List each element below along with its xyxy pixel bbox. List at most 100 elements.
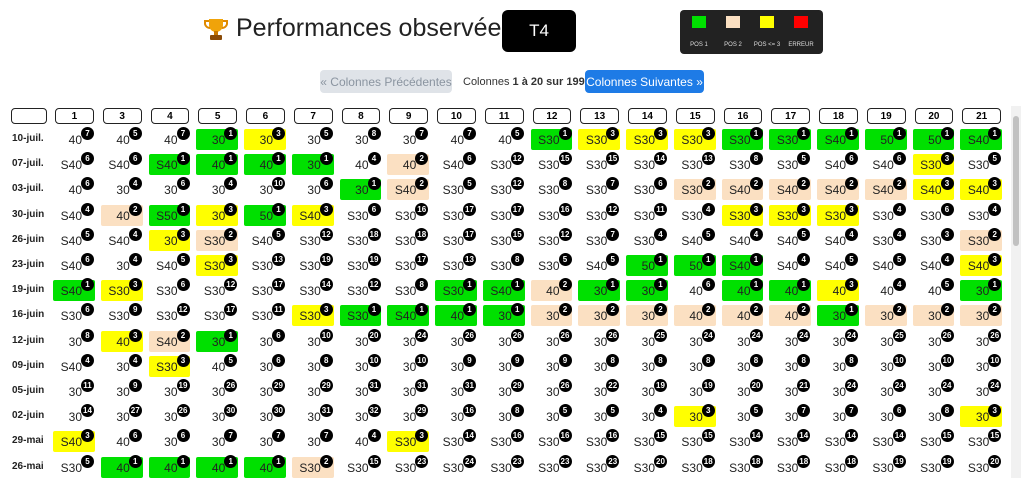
cell-value: 30	[402, 359, 417, 374]
rank-badge: 2	[845, 177, 858, 191]
rank-badge: 14	[81, 404, 94, 418]
cell-value: S40	[824, 259, 846, 273]
rank-badge: 5	[224, 353, 238, 367]
rank-badge: 4	[128, 227, 142, 241]
rank-badge: 3	[224, 253, 238, 266]
cell-value: 30	[641, 334, 655, 349]
rank-badge: 24	[988, 379, 1002, 392]
rank-badge: 19	[940, 454, 954, 468]
rank-badge: 26	[224, 379, 238, 392]
rank-badge: 7	[176, 127, 190, 140]
rank-badge: 1	[606, 278, 620, 292]
cell-value: 30	[498, 359, 512, 374]
rank-badge: 1	[415, 303, 429, 317]
cell-value: S40	[585, 259, 608, 273]
cell-value: S30	[776, 133, 799, 147]
cell-value: 30	[211, 385, 226, 399]
cell-value: 30	[402, 133, 417, 147]
rank-badge: 8	[749, 152, 763, 166]
cell-value: 30	[402, 334, 417, 349]
rank-badge: 6	[81, 303, 94, 317]
cell-value: 30	[641, 410, 655, 425]
cell-value: 30	[641, 309, 655, 324]
rank-badge: 14	[892, 429, 906, 443]
rank-badge: 30	[224, 404, 238, 418]
rank-badge: 5	[128, 127, 142, 140]
rank-badge: 16	[558, 429, 572, 443]
prev-columns-button[interactable]: « Colonnes Précédentes	[320, 70, 452, 93]
cell-value: 40	[259, 460, 273, 475]
rank-badge: 17	[272, 278, 285, 292]
column-header: 15	[675, 108, 715, 124]
rank-badge: 4	[128, 253, 142, 266]
rank-badge: 16	[415, 202, 429, 216]
cell-value: 30	[975, 284, 990, 299]
cell-value: S30	[394, 284, 417, 299]
cell-value: S30	[681, 183, 703, 198]
cell-value: S30	[347, 460, 369, 475]
column-header: 11	[484, 108, 524, 124]
rank-badge: 2	[797, 303, 811, 317]
rank-badge: 31	[463, 379, 476, 392]
row-date: 03-juil.	[12, 183, 44, 195]
cell-value: 30	[116, 385, 130, 399]
rank-badge: 31	[415, 379, 429, 392]
legend-item: POS 1	[682, 16, 716, 51]
rank-badge: 1	[510, 278, 524, 292]
rank-badge: 6	[654, 177, 667, 191]
rank-badge: 31	[367, 379, 381, 392]
column-header: 4	[150, 108, 190, 124]
rank-badge: 29	[319, 379, 333, 392]
rank-badge: 8	[558, 177, 572, 191]
cell-value: S30	[203, 309, 226, 324]
cell-value: S30	[347, 309, 369, 324]
cell-value: 40	[880, 284, 894, 299]
rank-badge: 6	[701, 278, 715, 292]
cell-value: 30	[259, 435, 273, 450]
rank-badge: 11	[654, 202, 667, 216]
cell-value: S40	[776, 233, 799, 248]
rank-badge: 3	[940, 152, 954, 166]
rank-badge: 6	[81, 152, 94, 166]
cell-value: 30	[68, 410, 82, 425]
cell-value: S30	[920, 435, 942, 450]
next-columns-button[interactable]: Colonnes Suivantes »	[585, 70, 704, 93]
rank-badge: 2	[892, 303, 906, 317]
column-header: 18	[819, 108, 858, 124]
cell-value: S40	[824, 233, 846, 248]
rank-badge: 1	[749, 253, 763, 266]
cell-value: 30	[116, 183, 130, 198]
cell-value: S30	[776, 435, 799, 450]
legend-label: POS 1	[690, 42, 708, 48]
cell-value: S30	[920, 233, 942, 248]
rank-badge: 18	[367, 227, 381, 241]
cell-value: S40	[60, 359, 82, 374]
rank-badge: 8	[940, 404, 954, 418]
rank-badge: 26	[176, 404, 190, 418]
rank-badge: 7	[606, 227, 620, 241]
rank-badge: 6	[176, 177, 190, 191]
cell-value: 30	[307, 133, 321, 147]
rank-badge: 12	[176, 303, 190, 317]
rank-badge: 3	[128, 278, 142, 292]
rank-badge: 1	[845, 127, 858, 140]
rank-badge: 1	[319, 152, 333, 166]
rank-badge: 26	[463, 328, 476, 342]
rank-badge: 7	[606, 177, 620, 191]
rank-badge: 2	[606, 303, 620, 317]
rank-badge: 6	[319, 177, 333, 191]
cell-value: 30	[641, 385, 655, 399]
rank-badge: 2	[749, 177, 763, 191]
cell-value: S30	[490, 208, 512, 223]
cell-value: S30	[824, 435, 846, 450]
cell-value: 30	[116, 359, 130, 374]
cell-value: S30	[60, 460, 82, 475]
rank-badge: 15	[367, 454, 381, 468]
scrollbar-thumb[interactable]	[1013, 116, 1019, 246]
scrollbar[interactable]	[1011, 106, 1021, 478]
cell-value: S40	[967, 183, 990, 198]
cell-value: S30	[585, 158, 608, 173]
rank-badge: 8	[606, 353, 620, 367]
row-date: 26-juin	[12, 233, 45, 245]
cell-value: S30	[967, 158, 990, 173]
